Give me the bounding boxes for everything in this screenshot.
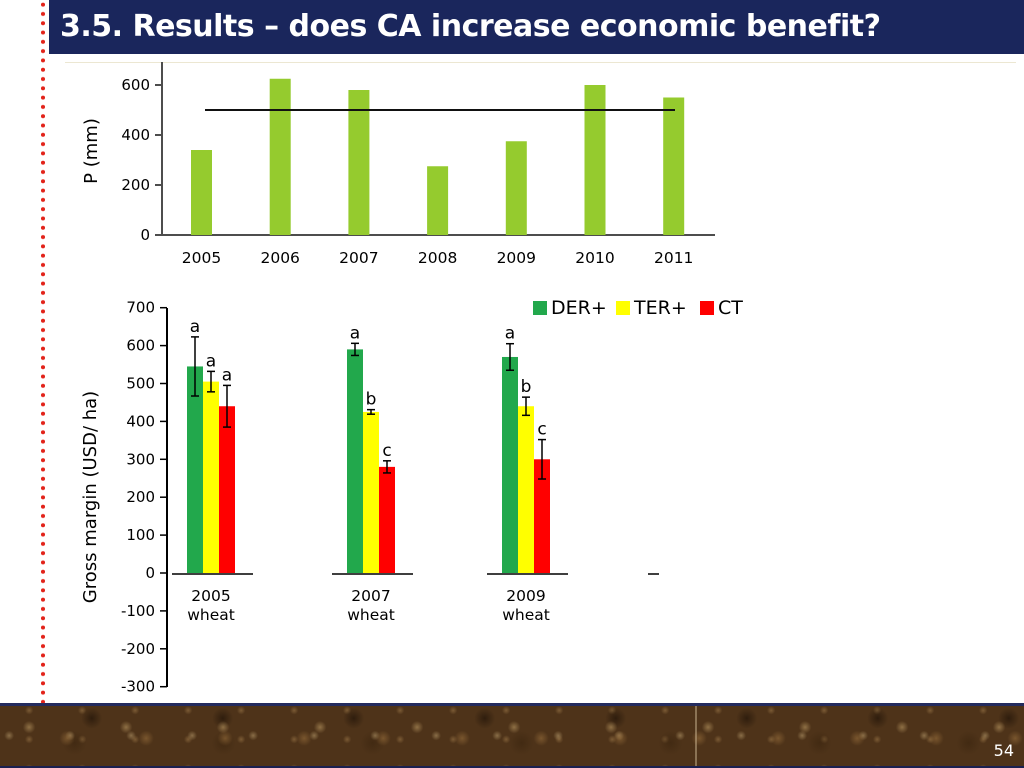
footer-soil-band: 54 [0, 703, 1024, 768]
y-tick-label: -100 [121, 602, 155, 620]
precip-bar-2010 [584, 85, 606, 235]
footer-divider [695, 706, 697, 766]
bar-terplus-2009 [518, 406, 534, 573]
significance-letter: b [366, 390, 377, 410]
bar-ct-2009 [534, 459, 550, 573]
legend-label-derplus: DER+ [551, 297, 607, 319]
y-tick-label: 600 [121, 76, 150, 94]
bar-terplus-2007 [363, 411, 379, 573]
group-label-year: 2005 [191, 587, 230, 605]
group-label-year: 2007 [351, 587, 390, 605]
significance-letter: a [190, 317, 200, 337]
y-tick-label: 300 [126, 450, 155, 468]
bar-derplus-2007 [347, 349, 363, 573]
x-label-2011: 2011 [654, 249, 693, 267]
group-label-crop: wheat [187, 606, 235, 624]
significance-letter: a [222, 365, 232, 385]
y-tick-label: -300 [121, 678, 155, 696]
bar-derplus-2009 [502, 356, 518, 573]
significance-letter: a [350, 323, 360, 343]
y-tick-label: 400 [126, 412, 155, 430]
title-bar: 3.5. Results – does CA increase economic… [49, 0, 1024, 54]
bar-ct-2007 [379, 466, 395, 573]
chart-top-divider [65, 62, 1016, 63]
bar-derplus-2005 [187, 366, 203, 573]
precip-bar-2006 [269, 78, 291, 235]
y-axis-title: P (mm) [81, 118, 102, 184]
significance-letter: a [505, 324, 515, 344]
y-axis-title: Gross margin (USD/ ha) [80, 391, 101, 603]
precip-bar-2011 [663, 97, 685, 235]
y-tick-label: 0 [140, 226, 150, 244]
precip-bar-2005 [191, 150, 212, 235]
significance-letter: b [521, 377, 532, 397]
y-tick-label: 200 [121, 176, 150, 194]
x-label-2006: 2006 [260, 249, 299, 267]
precip-bar-2009 [505, 141, 527, 235]
slide-title: 3.5. Results – does CA increase economic… [60, 8, 881, 44]
x-label-2005: 2005 [182, 249, 221, 267]
y-tick-label: 0 [145, 564, 155, 582]
y-tick-label: 400 [121, 126, 150, 144]
legend-swatch-derplus [533, 301, 547, 315]
x-label-2007: 2007 [339, 249, 378, 267]
y-tick-label: 700 [126, 299, 155, 317]
x-label-2009: 2009 [497, 249, 536, 267]
legend-label-terplus: TER+ [633, 297, 687, 319]
legend-swatch-ct [700, 301, 714, 315]
y-tick-label: 200 [126, 488, 155, 506]
y-tick-label: 100 [126, 526, 155, 544]
precip-bar-2008 [427, 166, 449, 235]
bar-terplus-2005 [203, 381, 219, 573]
precip-bar-2007 [348, 90, 370, 235]
group-label-crop: wheat [347, 606, 395, 624]
x-label-2008: 2008 [418, 249, 457, 267]
legend-swatch-terplus [616, 301, 630, 315]
y-tick-label: 600 [126, 337, 155, 355]
y-tick-label: -200 [121, 640, 155, 658]
significance-letter: c [537, 420, 546, 440]
group-label-crop: wheat [502, 606, 550, 624]
precip-chart: 0 200 400 600 2005 2006 2007 2008 2009 2010 2011 P … [81, 62, 715, 267]
x-label-2010: 2010 [575, 249, 614, 267]
y-tick-label: 500 [126, 375, 155, 393]
bar-ct-2005 [219, 406, 235, 573]
significance-letter: a [206, 351, 216, 371]
group-label-year: 2009 [506, 587, 545, 605]
page-number: 54 [993, 741, 1014, 760]
red-dotted-border [39, 0, 47, 707]
legend-label-ct: CT [718, 297, 743, 319]
significance-letter: c [382, 441, 391, 461]
